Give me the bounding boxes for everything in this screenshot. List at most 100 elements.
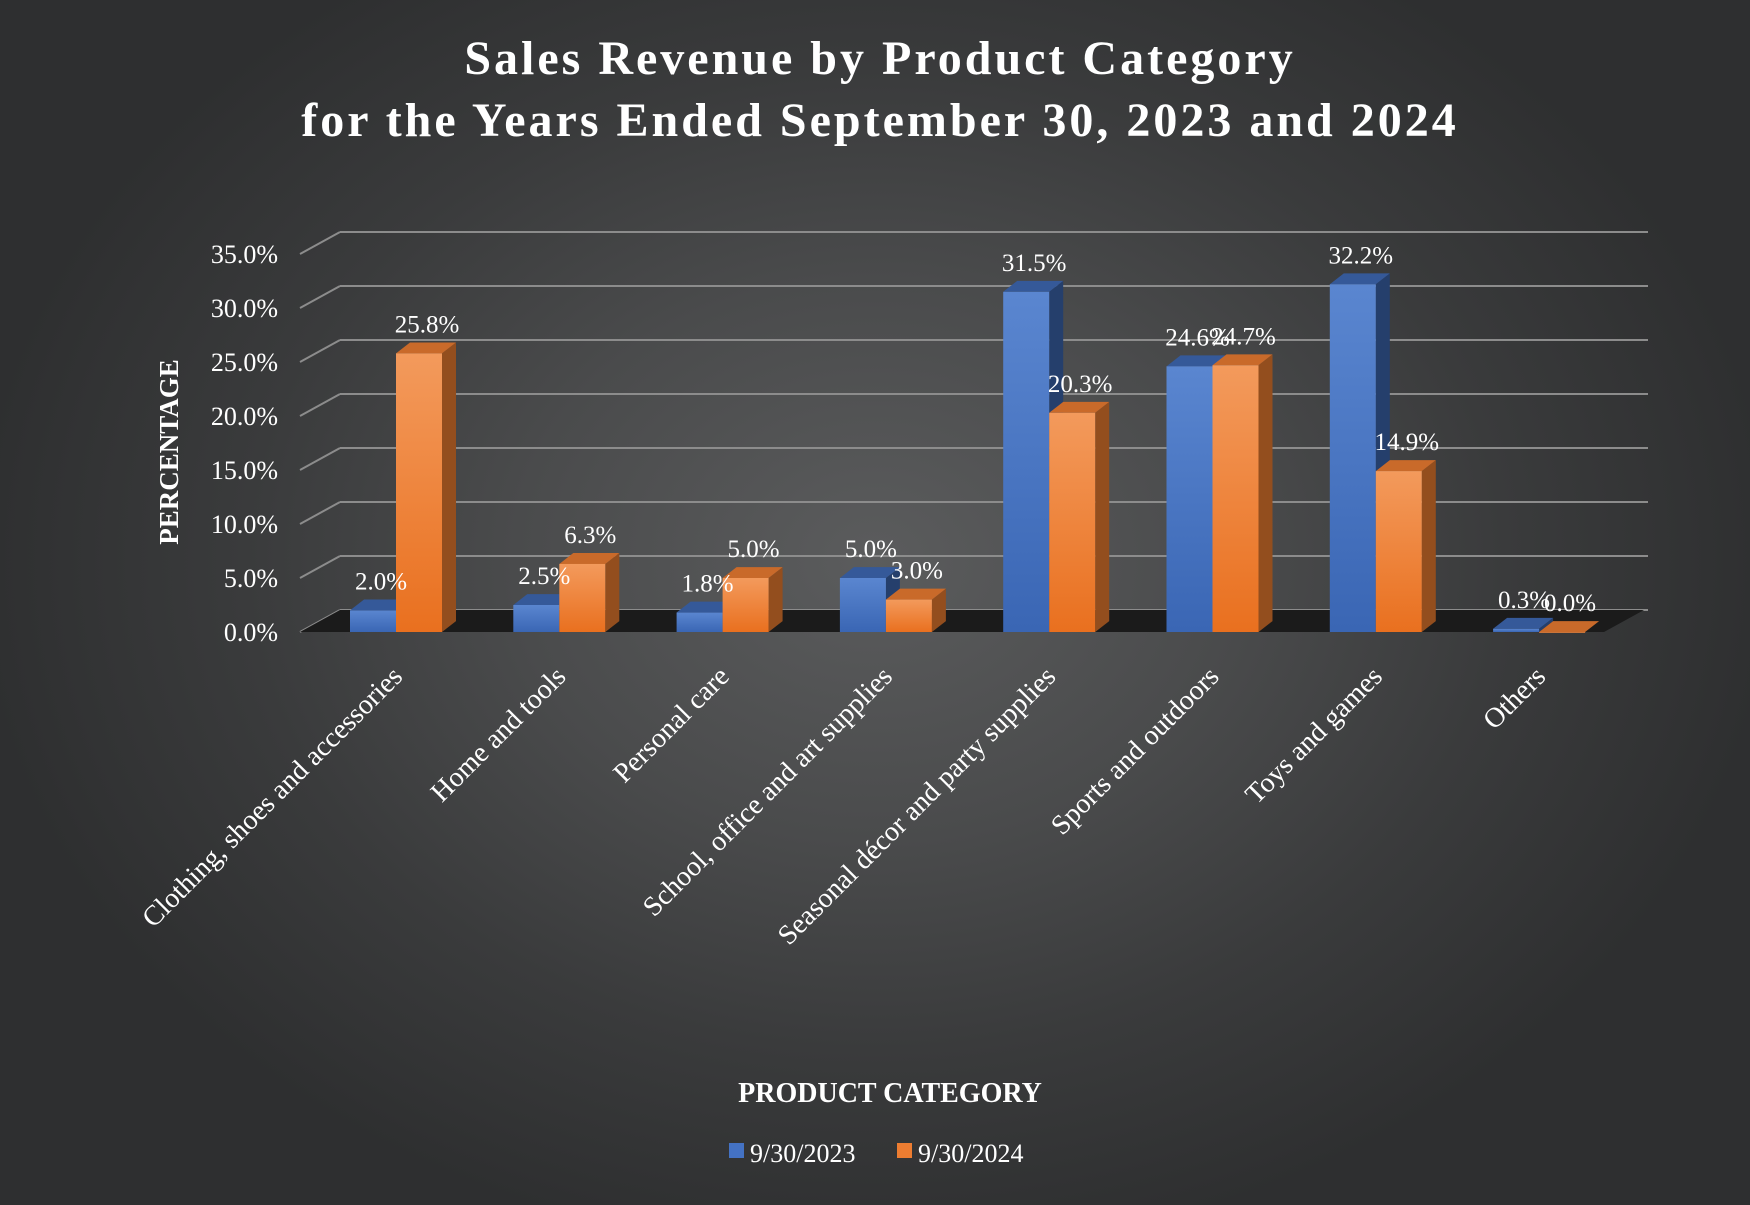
bar-top — [885, 588, 946, 600]
bar-top — [676, 601, 737, 613]
data-label-9-30-2023-personal-care: 1.8% — [682, 571, 734, 598]
gridline-diagonal — [299, 285, 341, 309]
bar-9-30-2023-seasonal-d-cor-and-party-supplies — [1003, 280, 1064, 632]
x-tick-label-others: Others — [1477, 661, 1552, 736]
x-tick-label-home-and-tools: Home and tools — [425, 661, 572, 808]
bar-side — [1539, 617, 1554, 632]
x-tick-label-personal-care: Personal care — [608, 661, 736, 789]
bar-9-30-2024-others — [1539, 621, 1600, 633]
gridline-diagonal — [299, 231, 341, 255]
legend-label-2023: 9/30/2023 — [750, 1139, 855, 1168]
bar-front — [350, 610, 396, 632]
data-label-9-30-2024-school-office-and-art-supplies: 3.0% — [891, 558, 943, 585]
x-tick-label-sports-and-outdoors: Sports and outdoors — [1045, 661, 1225, 841]
bar-side — [768, 567, 783, 632]
y-tick-label: 20.0% — [211, 402, 278, 431]
legend-swatch-2023 — [729, 1143, 744, 1158]
chart-floor — [300, 610, 1644, 632]
y-tick-label: 0.0% — [224, 618, 278, 647]
data-label-9-30-2024-home-and-tools: 6.3% — [564, 522, 616, 549]
bar-9-30-2024-clothing-shoes-and-accessories — [396, 342, 456, 632]
bar-top — [1493, 617, 1554, 629]
bar-side — [1258, 354, 1273, 632]
bar-front — [1539, 632, 1586, 633]
bar-top — [722, 567, 783, 578]
bar-side — [1095, 401, 1110, 632]
bar-9-30-2024-personal-care — [722, 567, 783, 632]
bar-front — [1493, 628, 1540, 632]
y-tick-label: 15.0% — [211, 456, 278, 485]
bar-top — [1166, 355, 1227, 367]
x-axis-title: PRODUCT CATEGORY — [738, 1078, 1042, 1109]
bar-front — [676, 612, 723, 632]
bar-top — [1539, 621, 1600, 632]
bar-top — [513, 594, 574, 605]
bar-9-30-2024-seasonal-d-cor-and-party-supplies — [1049, 401, 1110, 632]
data-label-9-30-2023-home-and-tools: 2.5% — [518, 563, 570, 590]
bar-side — [605, 553, 620, 632]
x-axis-ticks: Clothing, shoes and accessories Home and … — [136, 661, 1552, 951]
data-label-9-30-2023-seasonal-d-cor-and-party-supplies: 31.5% — [1002, 250, 1067, 277]
bar-top — [350, 599, 410, 611]
bar-top — [1049, 401, 1110, 413]
bar-9-30-2024-school-office-and-art-supplies — [885, 588, 946, 632]
y-tick-label: 30.0% — [211, 294, 278, 323]
bar-front — [1049, 412, 1096, 632]
bar-side — [442, 342, 456, 632]
bar-front — [396, 353, 442, 632]
y-tick-label: 25.0% — [211, 348, 278, 377]
data-label-9-30-2023-toys-and-games: 32.2% — [1329, 242, 1394, 269]
data-label-9-30-2024-personal-care: 5.0% — [728, 536, 780, 563]
bar-front — [885, 599, 932, 632]
bar-top — [396, 342, 456, 354]
grid-lines — [299, 231, 1648, 633]
x-tick-label-clothing-shoes-and-accessories: Clothing, shoes and accessories — [136, 661, 409, 934]
data-label-9-30-2024-clothing-shoes-and-accessories: 25.8% — [395, 311, 460, 338]
bar-top — [559, 553, 620, 564]
floor-plane — [300, 610, 1644, 632]
bar-front — [1329, 284, 1376, 632]
data-label-9-30-2024-sports-and-outdoors: 24.7% — [1211, 323, 1276, 350]
y-tick-label: 10.0% — [211, 510, 278, 539]
bar-top — [1375, 460, 1436, 472]
y-axis-ticks: 0.0% 5.0% 10.0% 15.0% 20.0% 25.0% 30.0% 35.0% — [211, 240, 278, 647]
bar-front — [1003, 291, 1050, 632]
bar-9-30-2024-sports-and-outdoors — [1212, 354, 1273, 632]
data-label-9-30-2024-seasonal-d-cor-and-party-supplies: 20.3% — [1048, 371, 1113, 398]
gridline-diagonal — [299, 339, 341, 363]
x-tick-label-seasonal-d-cor-and-party-supplies: Seasonal décor and party supplies — [772, 661, 1062, 951]
chart-title-line-1: Sales Revenue by Product Category — [464, 32, 1295, 85]
bar-front — [1212, 365, 1259, 632]
bar-front — [513, 605, 560, 632]
gridline-diagonal — [299, 555, 341, 579]
y-tick-label: 5.0% — [224, 564, 278, 593]
bar-top — [839, 567, 900, 578]
bar-side — [1421, 460, 1436, 632]
bar-front — [839, 578, 886, 632]
bar-front — [559, 563, 606, 632]
y-axis-title: PERCENTAGE — [154, 359, 184, 545]
data-label-9-30-2023-clothing-shoes-and-accessories: 2.0% — [355, 568, 407, 595]
legend-swatch-2024 — [897, 1143, 912, 1158]
data-label-9-30-2023-others: 0.3% — [1498, 587, 1550, 614]
chart-title-line-2: for the Years Ended September 30, 2023 a… — [301, 94, 1458, 147]
y-tick-label: 35.0% — [211, 240, 278, 269]
gridline-diagonal — [299, 393, 341, 417]
data-labels: 2.0%25.8%2.5%6.3%1.8%5.0% 5.0%3.0%31.5%20… — [355, 242, 1596, 617]
bar-top — [1212, 354, 1273, 366]
bars — [350, 273, 1600, 633]
legend-label-2024: 9/30/2024 — [918, 1139, 1023, 1168]
bar-9-30-2024-home-and-tools — [559, 553, 620, 632]
gridline-diagonal — [299, 501, 341, 525]
x-tick-label-toys-and-games: Toys and games — [1240, 661, 1389, 810]
bar-top — [1329, 273, 1390, 285]
data-label-9-30-2024-toys-and-games: 14.9% — [1375, 429, 1440, 456]
bar-front — [1166, 366, 1213, 632]
data-label-9-30-2023-sports-and-outdoors: 24.6% — [1165, 324, 1230, 351]
bar-9-30-2023-others — [1493, 617, 1554, 632]
data-label-9-30-2024-others: 0.0% — [1544, 590, 1596, 617]
data-label-9-30-2023-school-office-and-art-supplies: 5.0% — [845, 536, 897, 563]
legend: 9/30/2023 9/30/2024 — [729, 1139, 1023, 1168]
